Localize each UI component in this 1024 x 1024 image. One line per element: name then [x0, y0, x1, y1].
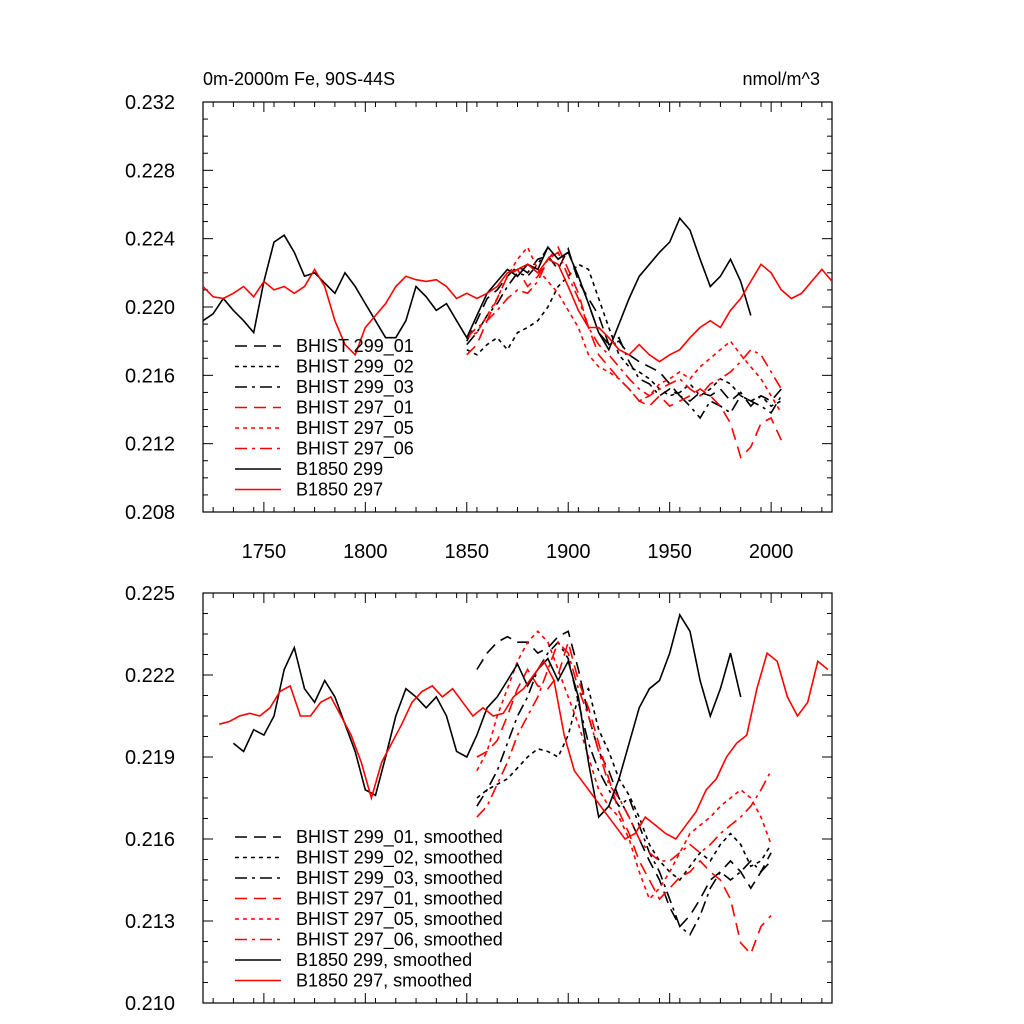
- legend-label: B1850 299, smoothed: [296, 950, 472, 970]
- x-tick-label: 1900: [546, 541, 591, 563]
- legend-label: BHIST 297_06: [296, 439, 414, 460]
- series-line: [476, 687, 772, 882]
- legend-label: BHIST 297_01: [296, 398, 414, 419]
- y-tick-label: 0.219: [125, 747, 175, 769]
- series-line: [476, 630, 772, 901]
- y-tick-label: 0.213: [125, 911, 175, 933]
- units-label: nmol/m^3: [743, 69, 820, 89]
- series-line: [476, 640, 772, 936]
- y-tick-label: 0.224: [125, 229, 175, 251]
- y-tick-label: 0.220: [125, 297, 175, 319]
- x-tick-label: 2000: [749, 541, 794, 563]
- y-tick-label: 0.228: [125, 160, 175, 182]
- x-tick-label: 1850: [445, 541, 490, 563]
- y-tick-label: 0.216: [125, 829, 175, 851]
- legend-label: BHIST 297_05: [296, 418, 414, 439]
- series-line: [476, 640, 772, 862]
- legend-label: BHIST 297_01, smoothed: [296, 889, 503, 910]
- series-line: [232, 612, 742, 819]
- legend-label: BHIST 299_02, smoothed: [296, 848, 503, 869]
- series-group: [203, 216, 832, 459]
- y-tick-label: 0.225: [125, 583, 175, 605]
- y-tick-label: 0.232: [125, 92, 175, 114]
- legend-label: BHIST 299_03: [296, 377, 414, 398]
- x-tick-label: 1800: [343, 541, 388, 563]
- y-tick-label: 0.210: [125, 993, 175, 1015]
- y-tick-label: 0.216: [125, 365, 175, 387]
- panel-bottom: 0.210 0.213 0.216 0.219 0.222 0.225 BHIST 299_…: [125, 583, 833, 1015]
- legend-label: BHIST 297_05, smoothed: [296, 909, 503, 930]
- series-line: [466, 245, 782, 420]
- legend-label: BHIST 299_01: [296, 336, 414, 357]
- x-tick-label: 1750: [242, 541, 287, 563]
- y-tick-label: 0.212: [125, 434, 175, 456]
- panel-title-left: 0m-2000m Fe, 90S-44S: [203, 69, 395, 89]
- y-tick-label: 0.208: [125, 502, 175, 524]
- series-line: [466, 245, 782, 414]
- series-line: [466, 246, 782, 408]
- legend-label: B1850 297, smoothed: [296, 971, 472, 991]
- x-tick-label: 1950: [647, 541, 692, 563]
- legend-label: B1850 299: [296, 459, 383, 479]
- series-group: [218, 612, 829, 956]
- legend-label: BHIST 299_01, smoothed: [296, 827, 503, 848]
- series-line: [218, 651, 829, 841]
- panel-top: 0m-2000m Fe, 90S-44S nmol/m^3 1750 1800 18…: [125, 69, 833, 563]
- legend-label: BHIST 299_03, smoothed: [296, 868, 503, 889]
- series-line: [466, 263, 782, 408]
- series-line: [203, 216, 752, 352]
- series-line: [476, 639, 772, 956]
- series-line: [203, 258, 832, 363]
- legend-label: B1850 297: [296, 480, 383, 500]
- legend-label: BHIST 297_06, smoothed: [296, 930, 503, 951]
- legend-label: BHIST 299_02: [296, 357, 414, 378]
- y-tick-label: 0.222: [125, 665, 175, 687]
- series-line: [466, 251, 782, 397]
- series-line: [476, 630, 772, 928]
